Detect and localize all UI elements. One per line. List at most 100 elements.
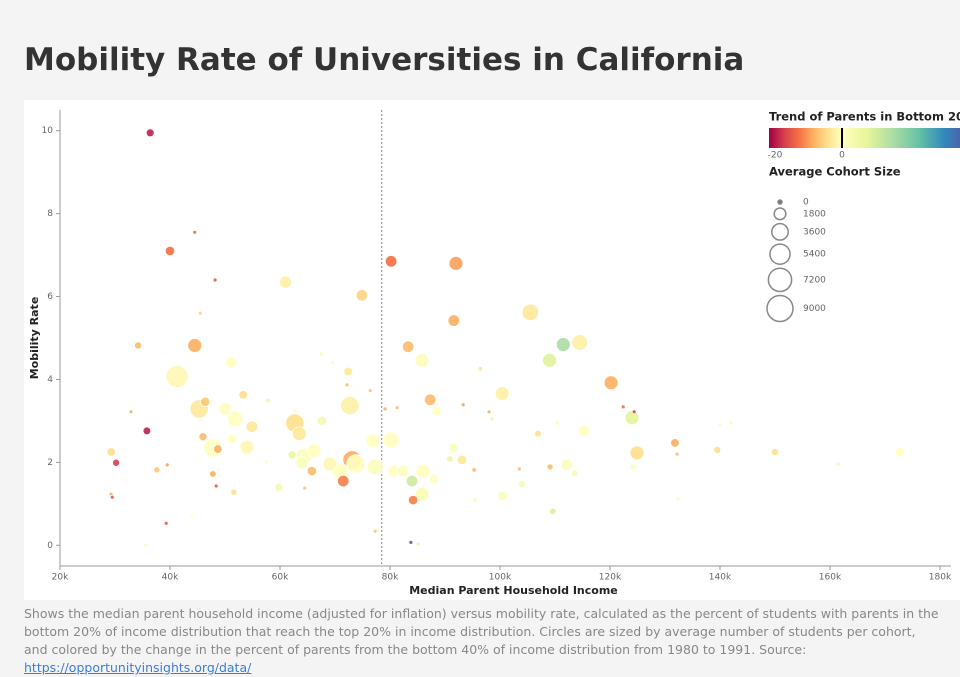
y-tick-label: 0 [47,541,53,551]
color-tick-label: 0 [839,151,845,161]
x-tick-label: 120k [599,573,622,583]
page: {"chart_data":{"type":"scatter","title":… [24,42,960,675]
bubble [624,410,640,425]
bubble [620,404,626,410]
bubble [717,422,723,428]
bubble [521,303,539,321]
x-tick-label: 40k [162,573,179,583]
bubble [337,474,350,488]
bubble [226,410,244,428]
bubble [218,402,232,416]
size-legend-circle [766,294,794,323]
bubble [542,352,557,368]
size-legend-circle [771,222,789,241]
color-bar [769,128,960,148]
bubble [546,463,554,471]
bubble [396,464,410,478]
bubble [153,466,161,474]
x-axis-label: Median Parent Household Income [409,584,618,597]
y-tick-label: 10 [42,126,54,136]
bubble [316,415,327,427]
bubble [292,408,298,414]
bubble [629,445,645,461]
page-title: Mobility Rate of Universities in Califor… [24,42,745,78]
x-tick-label: 180k [929,573,952,583]
bubble [143,542,149,548]
bubble [145,128,155,138]
size-legend-circle [777,199,783,205]
bubble [497,490,508,502]
bubble [106,447,116,457]
bubble [414,352,430,368]
bubble [318,351,324,357]
bubble [265,397,271,404]
size-legend-label: 0 [803,198,809,208]
bubble [894,446,905,458]
bubble [407,494,419,506]
bubble [306,465,318,477]
bubble [343,366,353,377]
bubble [187,338,203,353]
bubble [405,474,419,488]
x-tick-label: 20k [52,573,69,583]
bubble [670,438,680,448]
source-link[interactable]: https://opportunityinsights.org/data/ [24,660,252,675]
bubble [554,420,560,426]
y-tick-label: 8 [47,209,53,219]
bubble [549,507,557,516]
color-legend-title: Trend of Parents in Bottom 20% [769,110,960,124]
bubble [372,528,378,534]
bubble [198,432,208,442]
bubble [471,467,477,473]
bubble [165,365,189,389]
bubble [340,395,360,416]
bubble [287,450,297,460]
x-tick-label: 140k [709,573,732,583]
bubble [263,459,269,465]
bubble [394,405,400,411]
bubble [164,245,176,257]
bubble [603,375,619,391]
bubble [227,433,238,444]
bubble [555,337,571,353]
bubble [367,388,373,394]
description-text: Shows the median parent household income… [24,606,939,657]
bubble [415,463,431,479]
bubble [291,426,307,442]
bubble [494,386,510,401]
bubble [675,496,681,502]
bubble [330,360,336,365]
size-legend-label: 1800 [803,209,826,219]
x-tick-label: 60k [272,573,289,583]
size-legend-circle [767,267,793,293]
bubble [346,454,366,474]
bubble [674,451,680,457]
bubble [401,340,415,353]
bubble [631,409,637,415]
bubble [728,420,734,426]
x-tick-label: 80k [382,573,399,583]
bubble [456,454,468,466]
bubble [245,420,259,433]
bubble [128,409,134,415]
bubble [142,426,152,436]
bubble [224,356,238,369]
bubble [489,416,495,422]
bubble [365,433,381,449]
bubble [431,405,442,417]
bubble [112,458,121,467]
bubble [517,479,527,488]
bubble [238,390,248,400]
size-legend-circle [773,207,787,221]
bubble [560,458,574,472]
size-legend-label: 5400 [803,250,826,260]
bubble [414,486,430,502]
bubble [477,365,483,372]
size-legend-title: Average Cohort Size [769,165,901,179]
bubble [571,334,589,351]
bubble [446,455,454,463]
bubble [713,445,722,454]
bubble [274,482,284,492]
bubble [164,462,170,468]
bubble [486,409,492,415]
